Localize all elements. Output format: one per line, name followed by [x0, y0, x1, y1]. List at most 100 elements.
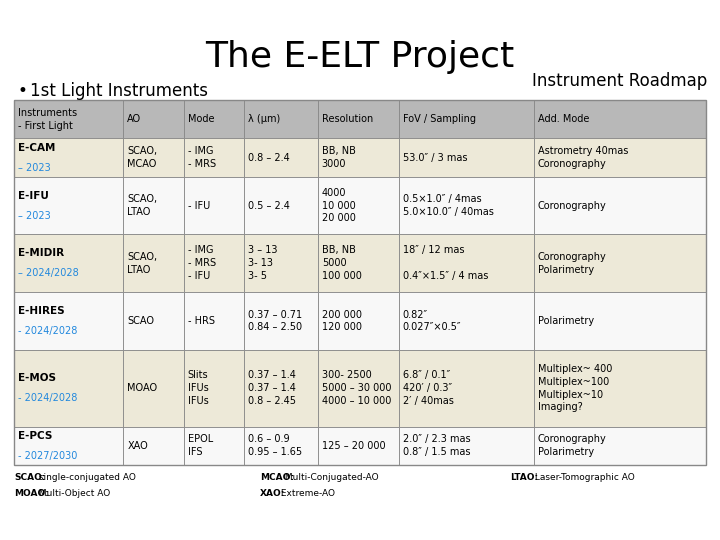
Bar — [123, 292, 184, 350]
Text: 0.6 – 0.9
0.95 – 1.65: 0.6 – 0.9 0.95 – 1.65 — [248, 434, 302, 457]
Bar — [244, 292, 318, 350]
Text: E-MOS: E-MOS — [18, 373, 56, 383]
Text: 0.82″
0.027″×0.5″: 0.82″ 0.027″×0.5″ — [402, 309, 462, 332]
Bar — [184, 177, 244, 234]
Bar — [399, 234, 534, 292]
Text: 18″ / 12 mas

0.4″×1.5″ / 4 mas: 18″ / 12 mas 0.4″×1.5″ / 4 mas — [402, 246, 488, 281]
Text: AO: AO — [127, 114, 141, 124]
Text: E-PCS: E-PCS — [18, 431, 53, 441]
Bar — [184, 234, 244, 292]
Text: EPOL
IFS: EPOL IFS — [187, 434, 213, 457]
Text: 1st Light Instruments: 1st Light Instruments — [30, 82, 208, 100]
Bar — [184, 138, 244, 177]
Bar — [244, 427, 318, 465]
Bar — [123, 138, 184, 177]
Bar — [534, 177, 706, 234]
Bar — [244, 350, 318, 427]
Text: Astrometry 40mas
Coronography: Astrometry 40mas Coronography — [538, 146, 628, 169]
Bar — [123, 234, 184, 292]
Text: Multi-Conjugated-AO: Multi-Conjugated-AO — [282, 473, 379, 482]
Text: •: • — [18, 82, 28, 100]
Text: FoV / Sampling: FoV / Sampling — [402, 114, 476, 124]
Text: Resolution: Resolution — [322, 114, 373, 124]
Text: - HRS: - HRS — [187, 316, 215, 326]
Bar — [534, 100, 706, 138]
Bar — [399, 350, 534, 427]
Text: - 2027/2030: - 2027/2030 — [18, 451, 77, 461]
Text: λ (μm): λ (μm) — [248, 114, 280, 124]
Text: - 2024/2028: - 2024/2028 — [18, 326, 77, 336]
Bar — [318, 292, 399, 350]
Text: SCAO,
LTAO: SCAO, LTAO — [127, 252, 158, 275]
Text: Coronography
Polarimetry: Coronography Polarimetry — [538, 252, 606, 275]
Bar — [184, 350, 244, 427]
Text: Add. Mode: Add. Mode — [538, 114, 589, 124]
Bar — [318, 100, 399, 138]
Text: E-MIDIR: E-MIDIR — [18, 248, 64, 258]
Text: LTAO:: LTAO: — [510, 473, 538, 482]
Bar — [14, 234, 123, 292]
Bar — [123, 427, 184, 465]
Text: Extreme-AO: Extreme-AO — [277, 489, 335, 498]
Text: 0.5 – 2.4: 0.5 – 2.4 — [248, 201, 289, 211]
Text: E-IFU: E-IFU — [18, 191, 49, 201]
Bar — [399, 100, 534, 138]
Bar — [244, 138, 318, 177]
Bar — [399, 177, 534, 234]
Text: SCAO,
LTAO: SCAO, LTAO — [127, 194, 158, 217]
Text: BB, NB
3000: BB, NB 3000 — [322, 146, 356, 169]
Text: Laser-Tomographic AO: Laser-Tomographic AO — [532, 473, 635, 482]
Text: XAO:: XAO: — [260, 489, 285, 498]
Text: SCAO:: SCAO: — [14, 473, 45, 482]
Bar — [399, 292, 534, 350]
Text: 125 – 20 000: 125 – 20 000 — [322, 441, 385, 451]
Text: BB, NB
5000
100 000: BB, NB 5000 100 000 — [322, 246, 361, 281]
Text: 0.37 – 0.71
0.84 – 2.50: 0.37 – 0.71 0.84 – 2.50 — [248, 309, 302, 332]
Text: Slits
IFUs
IFUs: Slits IFUs IFUs — [187, 370, 208, 406]
Text: Coronography: Coronography — [538, 201, 606, 211]
Text: XAO: XAO — [127, 441, 148, 451]
Bar — [123, 100, 184, 138]
Text: 300- 2500
5000 – 30 000
4000 – 10 000: 300- 2500 5000 – 30 000 4000 – 10 000 — [322, 370, 391, 406]
Text: Multiplex~ 400
Multiplex~100
Multiplex~10
Imaging?: Multiplex~ 400 Multiplex~100 Multiplex~1… — [538, 364, 612, 413]
Text: – 2023: – 2023 — [18, 163, 50, 173]
Bar — [318, 177, 399, 234]
Bar — [14, 177, 123, 234]
Text: 0.8 – 2.4: 0.8 – 2.4 — [248, 153, 289, 163]
Text: - IFU: - IFU — [187, 201, 210, 211]
Bar — [244, 100, 318, 138]
Text: MOAO: MOAO — [127, 383, 158, 393]
Bar — [534, 234, 706, 292]
Text: 53.0″ / 3 mas: 53.0″ / 3 mas — [402, 153, 467, 163]
Text: 200 000
120 000: 200 000 120 000 — [322, 309, 361, 332]
Text: MCAO:: MCAO: — [260, 473, 294, 482]
Bar — [14, 100, 123, 138]
Bar — [318, 350, 399, 427]
Text: The E-ELT Project: The E-ELT Project — [205, 40, 515, 74]
Text: - IMG
- MRS
- IFU: - IMG - MRS - IFU — [187, 246, 216, 281]
Bar — [14, 427, 123, 465]
Bar — [123, 177, 184, 234]
Text: E-CAM: E-CAM — [18, 143, 55, 153]
Text: single-conjugated AO: single-conjugated AO — [36, 473, 136, 482]
Bar — [318, 138, 399, 177]
Text: – 2024/2028: – 2024/2028 — [18, 268, 78, 278]
Text: 6.8″ / 0.1″
420′ / 0.3″
2′ / 40mas: 6.8″ / 0.1″ 420′ / 0.3″ 2′ / 40mas — [402, 370, 454, 406]
Text: Mode: Mode — [187, 114, 214, 124]
Bar — [534, 138, 706, 177]
Text: MOAO:: MOAO: — [14, 489, 49, 498]
Bar — [14, 138, 123, 177]
Bar — [14, 100, 706, 465]
Bar — [14, 350, 123, 427]
Bar — [244, 177, 318, 234]
Bar — [534, 427, 706, 465]
Bar — [534, 292, 706, 350]
Text: 4000
10 000
20 000: 4000 10 000 20 000 — [322, 188, 356, 224]
Bar — [123, 350, 184, 427]
Text: 2.0″ / 2.3 mas
0.8″ / 1.5 mas: 2.0″ / 2.3 mas 0.8″ / 1.5 mas — [402, 434, 470, 457]
Text: Multi-Object AO: Multi-Object AO — [36, 489, 110, 498]
Text: 0.5×1.0″ / 4mas
5.0×10.0″ / 40mas: 0.5×1.0″ / 4mas 5.0×10.0″ / 40mas — [402, 194, 494, 217]
Bar — [184, 427, 244, 465]
Text: Coronography
Polarimetry: Coronography Polarimetry — [538, 434, 606, 457]
Text: SCAO: SCAO — [127, 316, 154, 326]
